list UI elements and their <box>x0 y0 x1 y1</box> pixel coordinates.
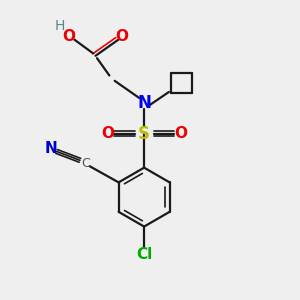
Text: C: C <box>81 157 90 170</box>
Text: N: N <box>137 94 151 112</box>
Text: O: O <box>174 126 188 141</box>
Text: N: N <box>45 141 58 156</box>
Text: S: S <box>138 125 150 143</box>
Text: O: O <box>62 29 76 44</box>
Text: O: O <box>101 126 114 141</box>
Text: O: O <box>116 29 128 44</box>
Text: Cl: Cl <box>136 247 152 262</box>
Text: H: H <box>55 19 65 33</box>
